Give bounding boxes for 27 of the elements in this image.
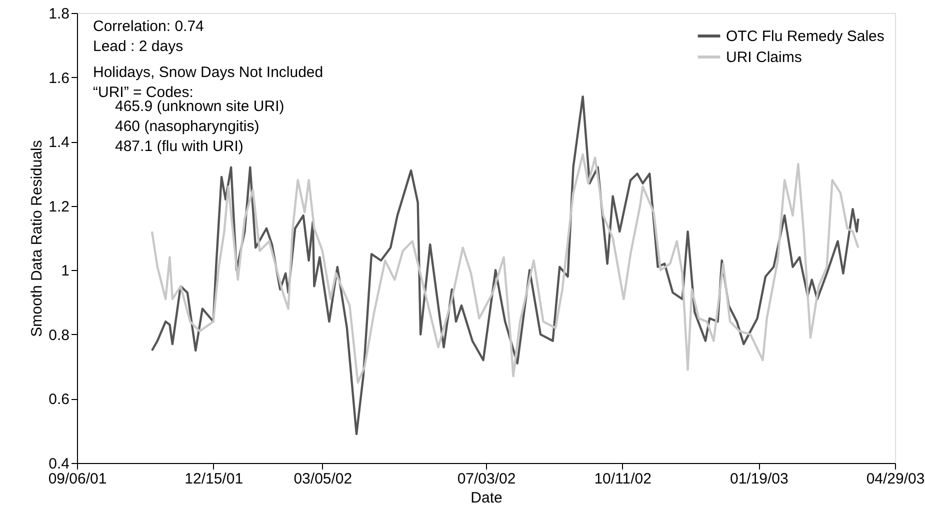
x-tick-label: 09/06/01 [48, 470, 107, 488]
legend-label: OTC Flu Remedy Sales [726, 28, 884, 45]
x-tick-label: 03/05/02 [294, 470, 352, 488]
x-tick-label: 10/11/02 [594, 470, 652, 488]
x-tick-label: 12/15/01 [184, 470, 244, 488]
annotation: Correlation: 0.74 [93, 18, 204, 35]
x-tick-label: 04/29/03 [866, 470, 925, 488]
y-tick-label: 0.4 [48, 456, 70, 472]
y-tick-label: 1.8 [48, 6, 70, 22]
y-tick-label: 1 [61, 262, 70, 280]
y-axis-title: Smooth Data Ratio Residuals [28, 140, 46, 337]
line-series [150, 153, 860, 384]
annotation: 465.9 (unknown site URI) [115, 98, 284, 115]
x-axis-title: Date [470, 490, 502, 506]
annotation: “URI” = Codes: [93, 84, 194, 101]
x-tick-label: 01/19/03 [730, 470, 788, 488]
y-tick-label: 0.6 [48, 391, 70, 408]
annotation: Holidays, Snow Days Not Included [93, 64, 324, 81]
annotation: 487.1 (flu with URI) [115, 138, 244, 155]
y-tick-label: 1.4 [48, 134, 70, 152]
y-tick-label: 1.6 [48, 70, 70, 87]
legend-label: URI Claims [726, 49, 802, 66]
y-tick-label: 0.8 [48, 326, 70, 344]
annotation: 460 (nasopharyngitis) [115, 118, 260, 135]
annotation: Lead : 2 days [93, 38, 184, 55]
x-tick-label: 07/03/02 [457, 470, 516, 488]
y-tick-label: 1.2 [48, 198, 70, 216]
